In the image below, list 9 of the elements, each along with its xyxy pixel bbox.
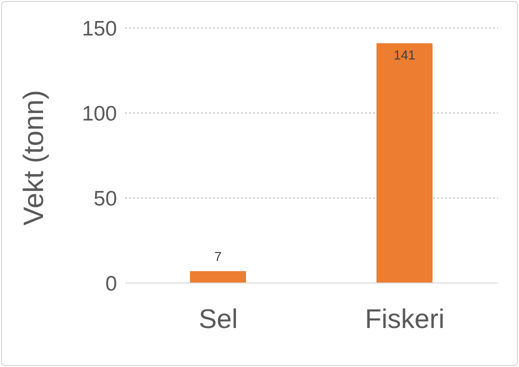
y-tick-label: 50 (94, 187, 117, 210)
y-tick-label: 150 (82, 17, 117, 40)
y-tick-label: 0 (105, 272, 117, 296)
data-label: 7 (214, 249, 222, 264)
y-axis-title: Vekt (tonn) (18, 90, 49, 226)
y-tick-label: 100 (82, 102, 117, 126)
x-tick-label: Sel (198, 304, 238, 334)
data-label: 141 (394, 47, 416, 62)
x-tick-label: Fiskeri (365, 304, 444, 334)
